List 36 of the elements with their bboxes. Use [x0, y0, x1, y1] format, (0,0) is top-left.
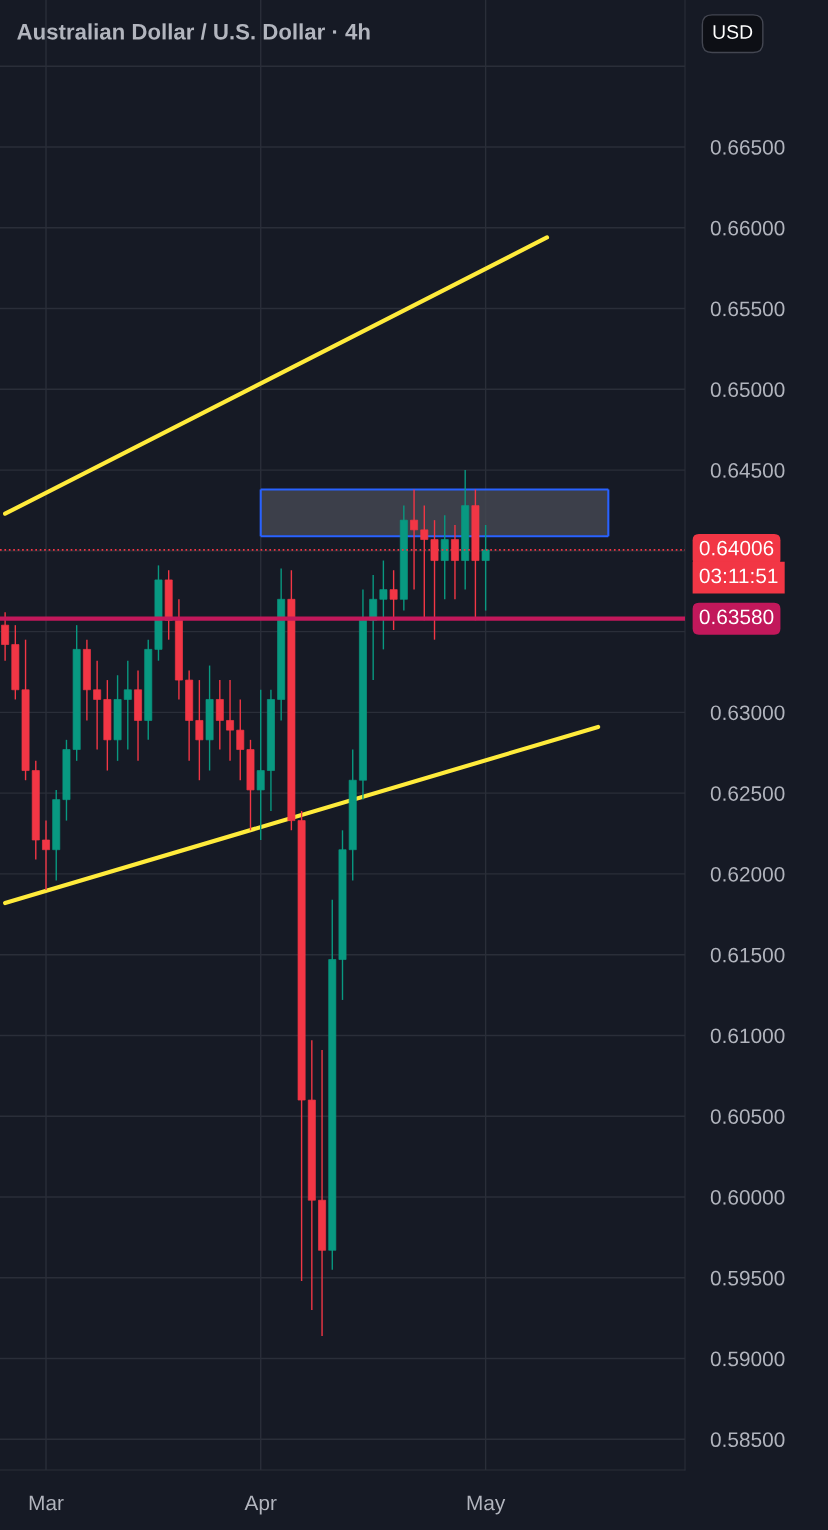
y-tick-label: 0.58500 [710, 1432, 785, 1448]
y-tick-label: 0.62500 [710, 786, 785, 801]
ref-line-label: 0.63580 [699, 609, 774, 625]
text: USD [713, 25, 753, 39]
y-tick-label: 0.59000 [710, 1351, 785, 1367]
candlestick [123, 659, 132, 751]
candlestick [42, 819, 50, 891]
candlestick [379, 559, 388, 651]
candlestick [389, 569, 398, 631]
x-tick-label: Apr [244, 1495, 277, 1515]
y-tick-label: 0.60500 [710, 1109, 785, 1124]
candlestick [481, 524, 490, 612]
candlestick [226, 679, 234, 762]
y-tick-label: 0.64500 [710, 463, 785, 478]
candlestick [236, 698, 245, 781]
candlestick [1, 611, 10, 662]
y-tick-label: 0.61500 [710, 947, 785, 963]
text: Australian Dollar / U.S. Dollar · 4h [17, 23, 370, 40]
ref-line-label: 0.64006 [699, 540, 774, 556]
y-tick-label: 0.61000 [710, 1028, 785, 1044]
y-tick-label: 0.63000 [710, 705, 785, 721]
y-tick-label: 0.59500 [710, 1270, 785, 1286]
candlestick [195, 679, 204, 781]
candlestick [215, 679, 224, 751]
candlestick [440, 514, 449, 601]
candlestick [93, 659, 102, 751]
x-tick-label: May [467, 1495, 506, 1515]
y-tick-label: 0.65000 [710, 382, 785, 398]
candlestick [256, 689, 265, 841]
y-tick-label: 0.66000 [710, 220, 785, 236]
x-tick-label: Mar [29, 1495, 64, 1511]
y-tick-label: 0.62000 [710, 866, 785, 882]
text: 03:11:51 [699, 568, 778, 584]
y-tick-label: 0.65500 [710, 301, 785, 317]
y-tick-label: 0.66500 [710, 140, 785, 155]
y-tick-label: 0.60000 [710, 1190, 785, 1205]
